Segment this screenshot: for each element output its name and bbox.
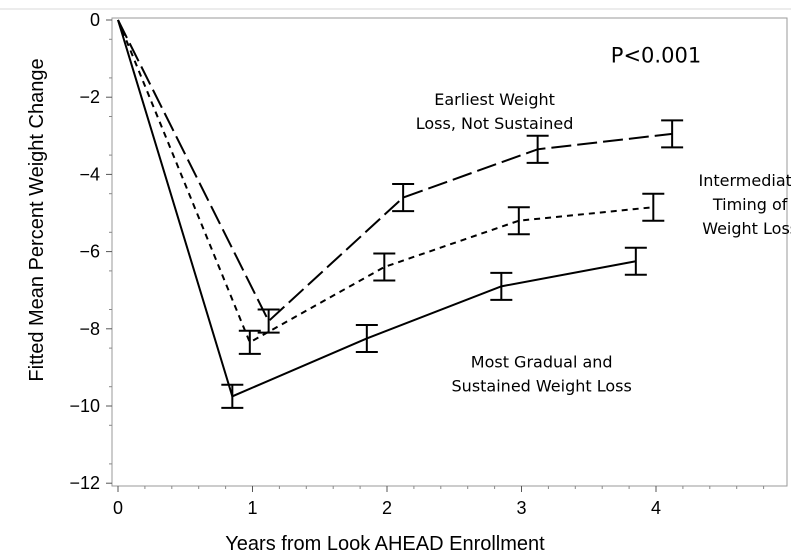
y-tick-label: −8 (79, 319, 100, 339)
x-axis-title: Years from Look AHEAD Enrollment (225, 533, 545, 555)
error-bar (221, 383, 244, 409)
error-bar (642, 192, 665, 222)
series-line-long-dash (117, 19, 673, 323)
y-tick-label: −12 (69, 473, 100, 493)
series-annotation: Most Gradual and Sustained Weight Loss (452, 352, 632, 395)
error-bar (392, 183, 415, 213)
y-tick-label: 0 (90, 10, 100, 30)
x-tick-label: 4 (651, 498, 661, 518)
series-line-short-dash (117, 19, 654, 344)
series-layer (117, 19, 684, 409)
x-tick-label: 3 (516, 498, 526, 518)
y-tick-label: −4 (79, 164, 100, 184)
series-annotation: Earliest Weight Loss, Not Sustained (416, 90, 574, 133)
error-bar (624, 246, 647, 276)
x-tick-label: 1 (247, 498, 257, 518)
annotations: Earliest Weight Loss, Not Sustained Interm… (416, 43, 791, 395)
x-axis-ticks: 0 1 2 3 4 (113, 486, 765, 518)
error-bar (238, 329, 261, 355)
y-axis-title: Fitted Mean Percent Weight Change (26, 58, 48, 381)
error-bar (373, 252, 396, 282)
error-bar (490, 271, 513, 301)
error-bar (661, 119, 684, 149)
error-bar (507, 206, 530, 236)
error-bar (257, 308, 280, 334)
p-value-annotation: P<0.001 (611, 43, 701, 67)
y-axis-ticks: 0 −2 −4 −6 −8 −10 −12 (69, 10, 112, 493)
error-bar (355, 323, 378, 353)
y-tick-label: −2 (79, 87, 100, 107)
x-tick-label: 0 (113, 498, 123, 518)
y-tick-label: −6 (79, 242, 100, 262)
error-bar (526, 134, 549, 164)
x-tick-label: 2 (382, 498, 392, 518)
y-tick-label: −10 (69, 396, 100, 416)
